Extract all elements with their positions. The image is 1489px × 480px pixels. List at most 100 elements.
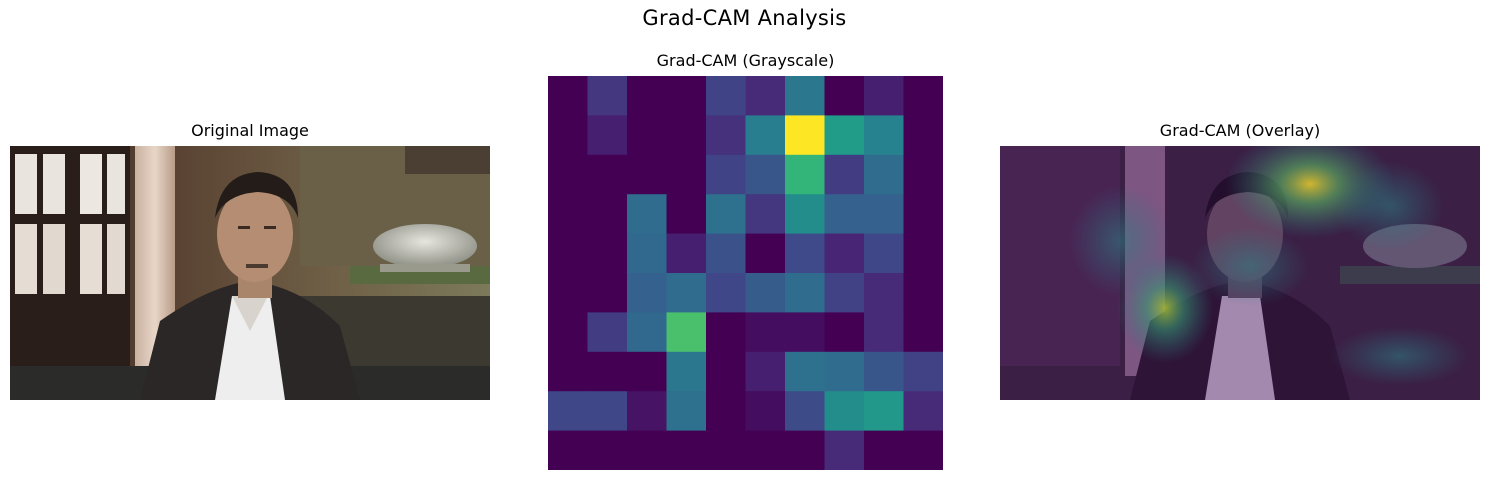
heatmap-cell-r5-c2 [627,273,668,313]
heatmap-cell-r2-c6 [785,154,826,195]
heatmap-cell-r5-c1 [587,273,628,313]
heatmap-cell-r3-c7 [824,194,865,235]
heatmap-cell-r3-c4 [706,194,747,235]
heatmap-cell-r3-c5 [745,194,786,235]
heatmap-cell-r8-c0 [548,391,589,432]
heatmap-cell-r6-c9 [903,312,943,353]
heatmap-cell-r0-c3 [666,76,707,116]
heatmap-cell-r9-c0 [548,430,589,470]
heatmap-cell-r9-c8 [864,430,905,470]
heatmap-cell-r1-c4 [706,115,747,156]
heatmap-cell-r9-c9 [903,430,943,470]
heatmap-cell-r7-c8 [864,351,905,392]
heatmap-cell-r3-c8 [864,194,905,235]
heatmap-cell-r2-c3 [666,154,707,195]
heatmap-cell-r3-c1 [587,194,628,235]
heatmap-cell-r9-c2 [627,430,668,470]
heatmap-cell-r4-c1 [587,233,628,274]
heatmap-cell-r1-c8 [864,115,905,156]
heatmap-cell-r2-c5 [745,154,786,195]
heatmap-cell-r4-c5 [745,233,786,274]
heatmap-cell-r2-c2 [627,154,668,195]
heatmap-cell-r5-c8 [864,273,905,313]
heatmap-cell-r5-c7 [824,273,865,313]
heatmap-cell-r8-c7 [824,391,865,432]
heatmap-cell-r7-c4 [706,351,747,392]
heatmap-cell-r9-c4 [706,430,747,470]
heatmap-cell-r8-c2 [627,391,668,432]
overlay-image [1000,146,1480,400]
heatmap-cell-r5-c6 [785,273,826,313]
heatmap-cell-r4-c4 [706,233,747,274]
heatmap-cell-r8-c1 [587,391,628,432]
heatmap-cell-r5-c3 [666,273,707,313]
heatmap-cell-r4-c7 [824,233,865,274]
heatmap-cell-r0-c6 [785,76,826,116]
heatmap-cell-r1-c6 [785,115,826,156]
heatmap-cell-r1-c9 [903,115,943,156]
heatmap-cell-r7-c1 [587,351,628,392]
heatmap-cell-r3-c0 [548,194,589,235]
heatmap-cell-r0-c9 [903,76,943,116]
heatmap-cell-r4-c2 [627,233,668,274]
heatmap-cell-r9-c6 [785,430,826,470]
heatmap-cell-r1-c1 [587,115,628,156]
heatmap-cell-r8-c4 [706,391,747,432]
gradcam-heatmap [548,76,943,470]
heatmap-cell-r4-c8 [864,233,905,274]
heatmap-cell-r0-c1 [587,76,628,116]
heatmap-cell-r4-c6 [785,233,826,274]
heatmap-cell-r6-c8 [864,312,905,353]
heatmap-cell-r6-c1 [587,312,628,353]
heatmap-cell-r1-c7 [824,115,865,156]
heatmap-cell-r6-c3 [666,312,707,353]
heatmap-cell-r8-c9 [903,391,943,432]
heatmap-cell-r7-c0 [548,351,589,392]
heatmap-cell-r7-c3 [666,351,707,392]
heatmap-cell-r3-c6 [785,194,826,235]
heatmap-cell-r9-c1 [587,430,628,470]
heatmap-cell-r5-c9 [903,273,943,313]
heatmap-cell-r7-c6 [785,351,826,392]
heatmap-cell-r3-c2 [627,194,668,235]
heatmap-cell-r8-c8 [864,391,905,432]
heatmap-cell-r5-c4 [706,273,747,313]
heatmap-cell-r1-c0 [548,115,589,156]
heatmap-cell-r7-c2 [627,351,668,392]
heatmap-cell-r6-c4 [706,312,747,353]
heatmap-cell-r7-c9 [903,351,943,392]
heatmap-cell-r1-c2 [627,115,668,156]
heatmap-cell-r0-c2 [627,76,668,116]
heatmap-cell-r0-c7 [824,76,865,116]
heatmap-cell-r6-c6 [785,312,826,353]
heatmap-cell-r7-c7 [824,351,865,392]
heatmap-cell-r2-c4 [706,154,747,195]
heatmap-cell-r5-c0 [548,273,589,313]
heatmap-cell-r6-c0 [548,312,589,353]
heatmap-cell-r3-c9 [903,194,943,235]
heatmap-cell-r4-c3 [666,233,707,274]
heatmap-cell-r7-c5 [745,351,786,392]
heatmap-cell-r0-c4 [706,76,747,116]
heatmap-cell-r2-c8 [864,154,905,195]
heatmap-cell-r2-c1 [587,154,628,195]
heatmap-cell-r0-c8 [864,76,905,116]
heatmap-cell-r2-c7 [824,154,865,195]
heatmap-cell-r8-c3 [666,391,707,432]
heatmap-cell-r1-c3 [666,115,707,156]
heatmap-cell-r2-c0 [548,154,589,195]
heatmap-cell-r9-c5 [745,430,786,470]
heatmap-cell-r6-c5 [745,312,786,353]
heatmap-cell-r3-c3 [666,194,707,235]
heatmap-cell-r9-c7 [824,430,865,470]
heatmap-cell-r6-c7 [824,312,865,353]
heatmap-cell-r4-c9 [903,233,943,274]
heatmap-cell-r9-c3 [666,430,707,470]
original-image-title: Original Image [191,121,309,140]
heatmap-cell-r1-c5 [745,115,786,156]
original-image [10,146,490,400]
overlay-title: Grad-CAM (Overlay) [1159,121,1321,140]
heatmap-cell-r0-c0 [548,76,589,116]
heatmap-cell-r2-c9 [903,154,943,195]
heatmap-cell-r4-c0 [548,233,589,274]
